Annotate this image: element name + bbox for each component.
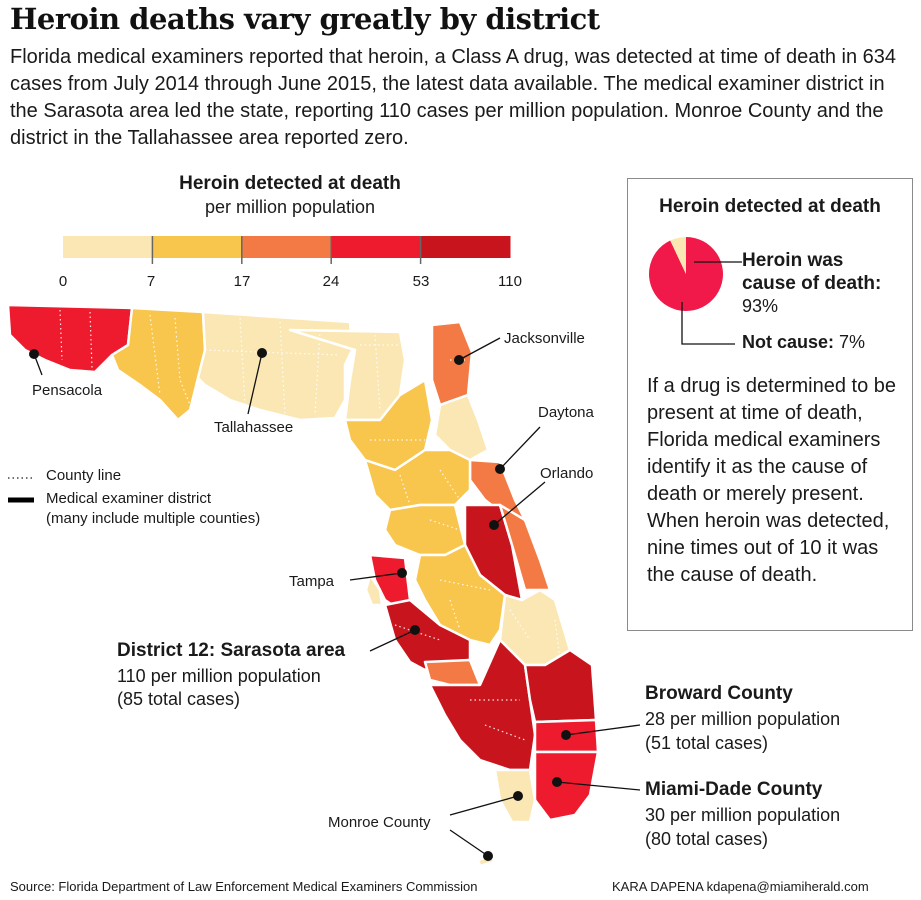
- broward-callout-title: Broward County: [645, 683, 793, 704]
- district-tallahassee: [196, 310, 354, 422]
- key-district-line-note: (many include multiple counties): [46, 510, 261, 527]
- key-district-line-label: Medical examiner district: [46, 490, 212, 507]
- color-scale-bar: [63, 236, 511, 264]
- district-polk: [413, 543, 507, 647]
- broward-callout-cases: (51 total cases): [645, 733, 769, 753]
- district-palm-beach: [523, 648, 598, 724]
- city-label-tallahassee: Tallahassee: [214, 419, 294, 436]
- district-st-johns: [433, 393, 490, 462]
- pie-not-cause-label: Not cause: 7%: [742, 332, 865, 353]
- district-jacksonville: [430, 320, 474, 407]
- orlando-dot: [489, 520, 499, 530]
- scale-tick-3: 24: [322, 273, 340, 290]
- district-lake-sumter: [383, 503, 467, 557]
- intro-paragraph: Florida medical examiners reported that …: [10, 46, 897, 149]
- sarasota-dot: [410, 625, 420, 635]
- scale-tick-5: 110: [498, 273, 522, 290]
- source-note: Source: Florida Department of Law Enforc…: [10, 879, 478, 894]
- sidebar-box: [627, 178, 913, 631]
- scale-bin-3: [331, 236, 422, 258]
- keys-dot: [483, 851, 493, 861]
- pie-cause-label-line2: cause of death:: [742, 273, 882, 294]
- city-label-tampa: Tampa: [289, 573, 335, 590]
- district-brevard: [498, 503, 552, 592]
- scale-tick-1: 7: [146, 273, 156, 290]
- sarasota-callout-cases: (85 total cases): [117, 689, 241, 709]
- scale-bin-1: [152, 236, 243, 258]
- district-miami-dade: [533, 750, 600, 822]
- scale-bin-4: [420, 236, 511, 258]
- scale-tick-0: 0: [58, 273, 68, 290]
- scale-bin-2: [241, 236, 332, 258]
- sidebar-title: Heroin detected at death: [659, 196, 881, 217]
- sidebar-explanation: If a drug is determined to be present at…: [647, 375, 897, 586]
- sarasota-callout-title: District 12: Sarasota area: [117, 640, 346, 661]
- miami-dot: [552, 777, 562, 787]
- jacksonville-dot: [454, 355, 464, 365]
- broward-callout-rate: 28 per million population: [645, 709, 841, 729]
- miami-callout-cases: (80 total cases): [645, 829, 769, 849]
- city-label-pensacola: Pensacola: [32, 382, 103, 399]
- district-charlotte: [423, 658, 482, 687]
- scale-bin-0: [63, 236, 153, 258]
- pie-not-cause-value: 7%: [839, 332, 866, 352]
- district-lee-collier: [428, 638, 537, 772]
- district-pensacola: [6, 303, 134, 374]
- miami-callout-title: Miami-Dade County: [645, 779, 823, 800]
- pensacola-dot: [29, 349, 39, 359]
- city-label-daytona: Daytona: [538, 404, 594, 421]
- city-label-orlando: Orlando: [540, 465, 594, 482]
- headline: Heroin deaths vary greatly by district: [10, 2, 600, 36]
- daytona-dot: [495, 464, 505, 474]
- not-cause-leader-line: [681, 302, 735, 345]
- district-pasco: [364, 573, 384, 607]
- pie-cause-value: 93%: [742, 296, 779, 316]
- pie-slice-not-cause: [670, 237, 686, 274]
- broward-dot: [561, 730, 571, 740]
- tallahassee-dot: [257, 348, 267, 358]
- city-label-monroe: Monroe County: [328, 814, 431, 831]
- monroe-dot: [513, 791, 523, 801]
- district-gainesville: [363, 448, 472, 512]
- scale-tick-2: 17: [233, 273, 251, 290]
- pie-chart: [649, 237, 742, 311]
- sarasota-callout-rate: 110 per million population: [117, 666, 321, 686]
- district-suwannee: [343, 378, 434, 472]
- city-markers: [29, 337, 641, 861]
- key-county-line-label: County line: [46, 467, 122, 484]
- pie-not-cause-title: Not cause:: [742, 332, 835, 352]
- pie-cause-label-line1: Heroin was: [742, 250, 844, 271]
- legend-subtitle: per million population: [204, 197, 376, 217]
- city-label-jacksonville: Jacksonville: [504, 330, 585, 347]
- tampa-dot: [397, 568, 407, 578]
- credit-line: KARA DAPENA kdapena@miamiherald.com: [612, 879, 869, 894]
- legend-title: Heroin detected at death: [179, 173, 401, 194]
- miami-callout-rate: 30 per million population: [645, 805, 841, 825]
- scale-tick-4: 53: [412, 273, 430, 290]
